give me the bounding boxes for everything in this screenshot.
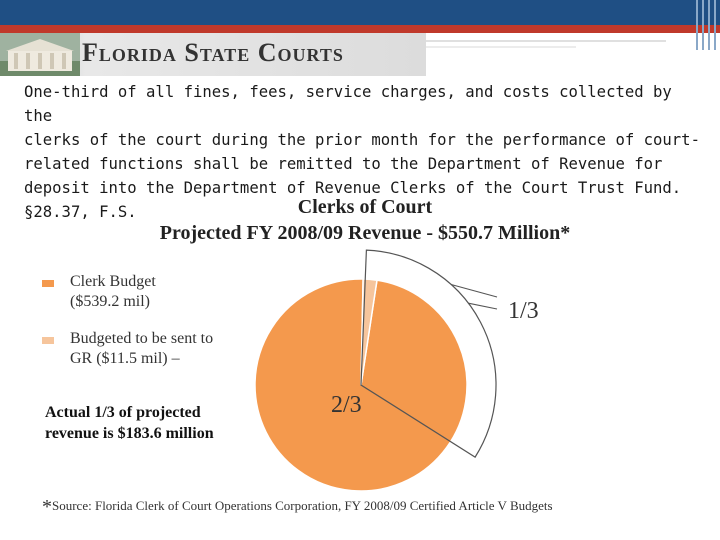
banner-title: Florida State Courts xyxy=(82,38,344,67)
chart-title: Clerks of Court xyxy=(297,196,433,218)
legend-label: Budgeted to be sent to xyxy=(70,330,214,347)
legend-swatch-clerk-budget xyxy=(42,280,54,287)
courthouse-icon xyxy=(0,33,80,76)
statute-paragraph: One-third of all fines, fees, service ch… xyxy=(24,83,700,221)
legend-note-line: Actual 1/3 of projected xyxy=(45,404,201,421)
header-rule xyxy=(426,40,666,42)
legend-label: ($539.2 mil) xyxy=(70,293,150,310)
header-stripe xyxy=(0,25,720,33)
chart-legend: Clerk Budget ($539.2 mil) Budgeted to be… xyxy=(40,272,213,369)
legend-item-gr: Budgeted to be sent to GR ($11.5 mil) – xyxy=(40,329,213,369)
source-text: Source: Florida Clerk of Court Operation… xyxy=(52,498,553,513)
legend-item-clerk-budget: Clerk Budget ($539.2 mil) xyxy=(40,272,213,312)
header-rule-short xyxy=(426,46,576,48)
header-decoration xyxy=(696,0,716,50)
source-asterisk: * xyxy=(42,496,52,518)
one-third-label: 1/3 xyxy=(508,298,539,324)
one-third-wedge-outline xyxy=(360,249,497,458)
legend-note-line: revenue is $183.6 million xyxy=(45,425,214,442)
legend-label: Clerk Budget xyxy=(70,273,156,290)
chart-subtitle: Projected FY 2008/09 Revenue - $550.7 Mi… xyxy=(159,222,571,244)
legend-label: GR ($11.5 mil) – xyxy=(70,350,180,367)
header-bar xyxy=(0,0,720,25)
callout-line xyxy=(468,302,498,310)
chart-title-block: Clerks of Court Projected FY 2008/09 Rev… xyxy=(110,195,620,246)
source-note: *Source: Florida Clerk of Court Operatio… xyxy=(42,496,553,519)
two-thirds-label: 2/3 xyxy=(331,392,362,418)
legend-swatch-gr xyxy=(42,337,54,344)
legend-note: Actual 1/3 of projected revenue is $183.… xyxy=(45,402,214,444)
pie-slice-gr xyxy=(360,278,378,386)
callout-line xyxy=(450,283,498,298)
